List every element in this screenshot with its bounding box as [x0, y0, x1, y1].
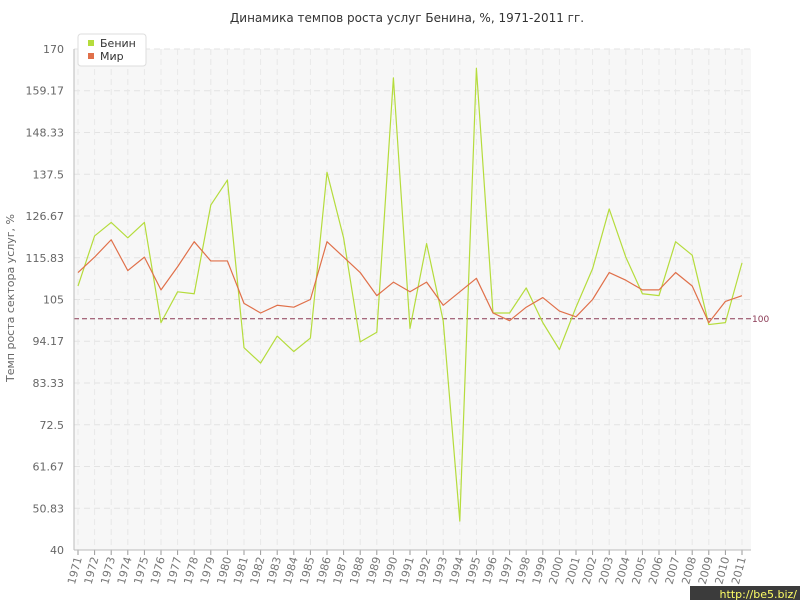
- y-tick-label: 40: [50, 544, 64, 557]
- grid: [74, 48, 751, 551]
- watermark: http://be5.biz/: [690, 586, 800, 600]
- y-tick-label: 137.5: [33, 168, 65, 181]
- legend: Бенин Мир: [77, 33, 147, 67]
- reference-line-label: 100: [752, 315, 769, 325]
- watermark-background: [690, 586, 800, 600]
- y-tick-label: 61.67: [33, 460, 65, 473]
- y-axis-title: Темп роста сектора услуг, %: [4, 214, 17, 383]
- reference-line-group: 100: [74, 315, 769, 325]
- series-line-benin: [77, 67, 743, 522]
- y-tick-label: 170: [43, 43, 64, 56]
- x-tick-label: 2011: [729, 555, 749, 585]
- y-tick-label: 83.33: [33, 377, 65, 390]
- series-group: [77, 67, 743, 522]
- legend-box: [77, 33, 147, 67]
- y-tick-label: 148.33: [26, 127, 65, 140]
- y-tick-label: 115.83: [26, 252, 65, 265]
- chart-title: Динамика темпов роста услуг Бенина, %, 1…: [230, 11, 584, 25]
- legend-label-benin: Бенин: [100, 37, 136, 50]
- watermark-text: http://be5.biz/: [720, 588, 798, 600]
- y-tick-label: 126.67: [26, 210, 65, 223]
- series-line-world: [77, 239, 743, 324]
- y-tick-label: 159.17: [26, 85, 65, 98]
- legend-swatch-benin: [88, 40, 94, 46]
- y-tick-label: 105: [43, 294, 64, 307]
- y-tick-label: 72.5: [40, 419, 65, 432]
- legend-label-world: Мир: [100, 50, 124, 63]
- y-tick-label: 94.17: [33, 335, 65, 348]
- legend-swatch-world: [88, 53, 94, 59]
- y-tick-label: 50.83: [33, 502, 65, 515]
